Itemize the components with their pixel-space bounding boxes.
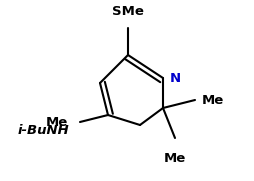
Text: N: N	[169, 71, 180, 85]
Text: Me: Me	[201, 94, 223, 106]
Text: Me: Me	[45, 115, 68, 129]
Text: SMe: SMe	[112, 5, 143, 18]
Text: i-BuNH: i-BuNH	[18, 123, 70, 136]
Text: Me: Me	[163, 152, 185, 165]
